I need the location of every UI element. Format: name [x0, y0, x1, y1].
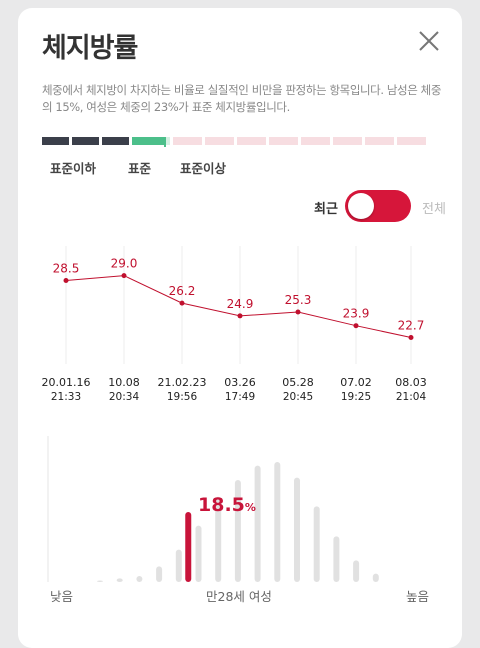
data-label: 25.3: [285, 293, 312, 307]
data-label: 26.2: [169, 284, 196, 298]
highlight-bar: [185, 512, 192, 582]
distribution-bar: [274, 462, 281, 582]
distribution-bar: [333, 536, 340, 582]
scale-label-below: 표준이하: [50, 161, 97, 176]
x-tick-time: 19:25: [341, 391, 371, 403]
dist-label-low: 낮음: [50, 589, 74, 604]
x-tick-date: 03.26: [224, 376, 256, 389]
x-tick-date: 10.08: [108, 376, 140, 389]
segment-below: [72, 137, 99, 145]
data-label: 28.5: [53, 262, 80, 276]
toggle-knob[interactable]: [348, 193, 374, 219]
segment-above: [333, 137, 362, 145]
segment-above: [205, 137, 234, 145]
dist-label-group: 만28세 여성: [206, 589, 272, 604]
x-tick-date: 05.28: [282, 376, 314, 389]
data-point: [408, 335, 414, 340]
history-line-chart: 28.5 20.01.16 21:33 29.0 10.08 20:34 26.2 21.02…: [42, 246, 427, 403]
data-point: [353, 323, 359, 329]
x-tick-date: 07.02: [340, 376, 372, 389]
scale-label-standard: 표준: [128, 161, 152, 176]
data-point: [63, 278, 69, 283]
x-tick-time: 20:34: [109, 391, 140, 403]
x-tick-time: 20:45: [283, 391, 313, 403]
distribution-bar: [175, 549, 182, 582]
standard-range-bar: [42, 137, 426, 147]
x-tick-date: 20.01.16: [42, 376, 91, 389]
data-point: [295, 309, 301, 315]
period-toggle[interactable]: [345, 190, 411, 222]
x-tick-date: 08.03: [395, 376, 427, 389]
toggle-label-recent: 최근: [314, 202, 338, 217]
distribution-bar: [372, 573, 379, 582]
segment-above: [397, 137, 426, 145]
segment-below: [42, 137, 69, 145]
close-icon[interactable]: [414, 26, 444, 56]
description-text: 체중에서 체지방이 차지하는 비율로 실질적인 비만을 판정하는 항목입니다. …: [42, 83, 442, 114]
x-tick-time: 17:49: [225, 391, 255, 403]
segment-standard: [132, 137, 164, 145]
segment-below: [102, 137, 129, 145]
distribution-bar: [254, 465, 261, 582]
distribution-bar: [116, 578, 123, 582]
x-tick-time: 19:56: [167, 391, 198, 403]
segment-above: [173, 137, 202, 145]
data-label: 29.0: [111, 257, 138, 271]
fat-ratio-card: 체지방률 체중에서 체지방이 차지하는 비율로 실질적인 비만을 판정하는 항목…: [18, 8, 462, 648]
scale-label-above: 표준이상: [180, 161, 227, 176]
x-tick-time: 21:33: [51, 391, 81, 403]
segment-above: [237, 137, 266, 145]
data-label: 22.7: [398, 319, 425, 333]
dist-label-high: 높음: [406, 589, 430, 604]
page-title: 체지방률: [42, 33, 138, 64]
distribution-bar: [136, 576, 143, 582]
distribution-bar: [156, 566, 163, 582]
segment-above: [301, 137, 330, 145]
toggle-label-all[interactable]: 전체: [422, 202, 446, 217]
segment-standard-light: [164, 137, 170, 145]
x-tick-date: 21.02.23: [158, 376, 207, 389]
distribution-bar-chart: [47, 436, 379, 582]
distribution-bar: [353, 560, 360, 582]
x-tick-time: 21:04: [396, 391, 427, 403]
distribution-bar: [195, 525, 202, 582]
data-point: [237, 313, 243, 319]
distribution-bar: [215, 496, 222, 582]
data-label: 23.9: [343, 307, 370, 321]
data-point: [121, 273, 127, 279]
distribution-bar: [234, 480, 241, 582]
distribution-bar: [97, 580, 103, 582]
current-marker: [164, 137, 166, 147]
data-label: 24.9: [227, 297, 254, 311]
segment-above: [365, 137, 394, 145]
current-value-unit: %: [244, 501, 256, 514]
distribution-bar: [313, 506, 320, 582]
current-value-label: 18.5%: [198, 494, 256, 516]
data-point: [179, 300, 185, 306]
distribution-bar: [294, 477, 300, 582]
segment-above: [269, 137, 298, 145]
current-value: 18.5: [198, 494, 245, 516]
